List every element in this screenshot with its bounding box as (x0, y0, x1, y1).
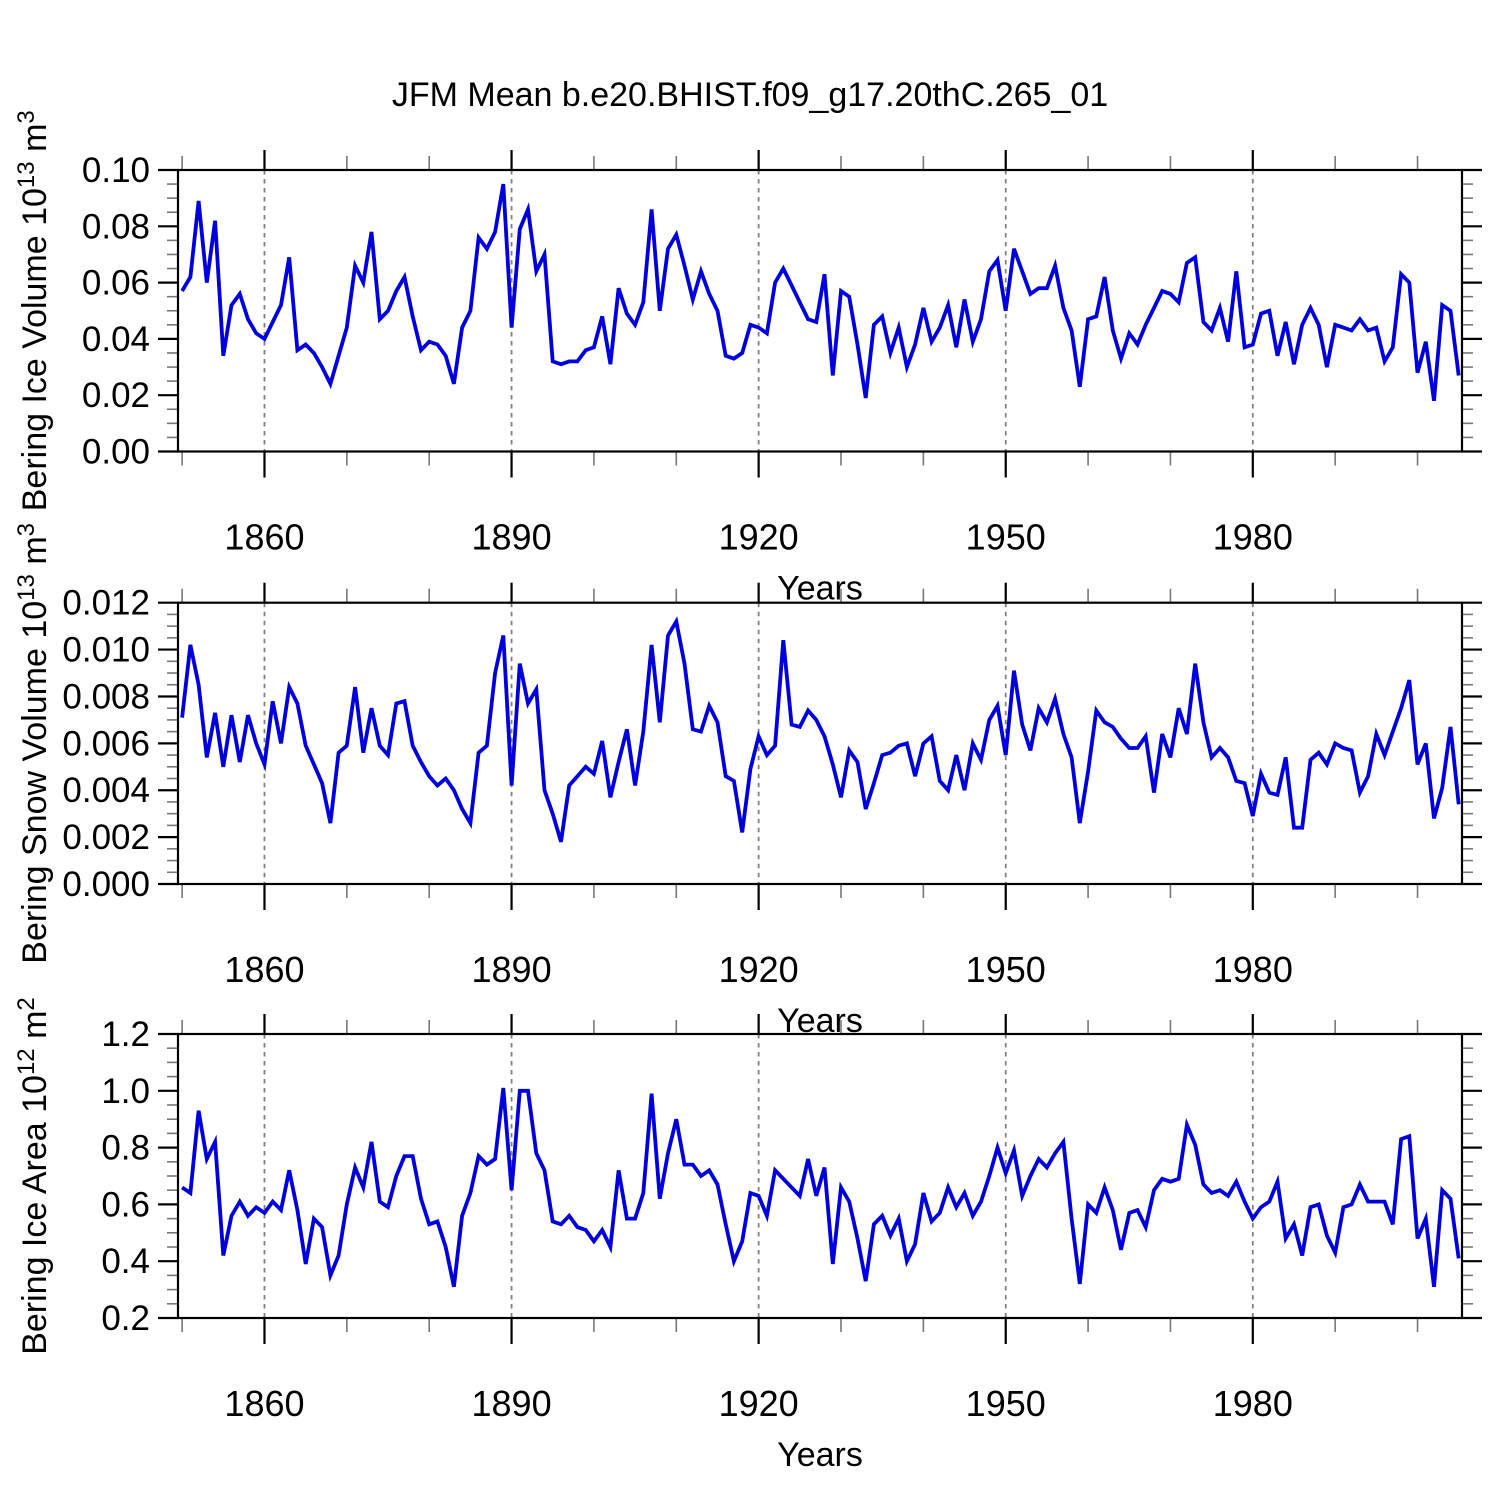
y-tick-label: 1.2 (101, 1015, 150, 1054)
x-tick-label: 1890 (472, 517, 552, 558)
y-tick-label: 0.10 (82, 151, 150, 190)
minor-ticks (167, 1020, 1473, 1332)
x-tick-label: 1920 (719, 949, 799, 990)
minor-ticks (167, 156, 1473, 466)
major-ticks (158, 150, 1482, 478)
x-tick-label: 1980 (1213, 1383, 1293, 1424)
major-ticks (158, 1014, 1482, 1344)
y-axis-title: Bering Snow Volume 1013 m3 (13, 523, 54, 964)
y-tick-label: 0.4 (101, 1242, 150, 1281)
y-tick-label: 0.002 (62, 818, 150, 857)
decade-gridlines (263, 602, 1254, 884)
y-tick-label: 0.06 (82, 264, 150, 303)
x-tick-label: 1860 (224, 517, 304, 558)
axes-frame (176, 1032, 1464, 1320)
y-tick-label: 0.2 (101, 1299, 150, 1338)
y-tick-label: 1.0 (101, 1072, 150, 1111)
y-tick-labels: 0.2 0.4 0.6 0.8 1.0 1.2 (101, 1015, 150, 1338)
chart-title: JFM Mean b.e20.BHIST.f09_g17.20thC.265_0… (391, 76, 1109, 114)
panel-bering-ice-volume: 0.00 0.02 0.04 0.06 0.08 0.10 1860 1890 1920 1950… (13, 110, 1482, 608)
y-tick-label: 0.006 (62, 724, 150, 763)
y-tick-label: 0.004 (62, 771, 150, 810)
y-tick-label: 0.04 (82, 320, 150, 359)
x-tick-label: 1950 (966, 517, 1046, 558)
y-tick-label: 0.010 (62, 631, 150, 670)
y-tick-label: 0.00 (82, 433, 150, 472)
y-axis-title: Bering Ice Area 1012 m2 (13, 997, 54, 1355)
x-tick-labels: 1860 1890 1920 1950 1980 (224, 517, 1292, 558)
y-tick-label: 0.8 (101, 1129, 150, 1168)
decade-gridlines (263, 1034, 1254, 1318)
major-ticks (158, 582, 1482, 910)
y-tick-label: 0.008 (62, 677, 150, 716)
y-tick-label: 0.6 (101, 1185, 150, 1224)
axes-frame (176, 601, 1464, 886)
y-tick-label: 0.02 (82, 376, 150, 415)
data-line (180, 616, 1461, 843)
y-tick-label: 0.000 (62, 865, 150, 904)
y-tick-label: 0.08 (82, 207, 150, 246)
x-axis-title: Years (777, 570, 863, 608)
x-tick-label: 1920 (719, 517, 799, 558)
decade-gridlines (263, 170, 1254, 452)
x-tick-labels: 1860 1890 1920 1950 1980 (224, 1383, 1292, 1424)
panel-bering-ice-area: 0.2 0.4 0.6 0.8 1.0 1.2 1860 1890 1920 1950 1980 Ye… (13, 997, 1482, 1474)
x-tick-label: 1890 (472, 1383, 552, 1424)
data-line (181, 1087, 1461, 1288)
data-line (180, 183, 1461, 402)
x-tick-label: 1860 (224, 949, 304, 990)
x-tick-label: 1860 (224, 1383, 304, 1424)
y-tick-label: 0.012 (62, 584, 150, 623)
x-tick-label: 1980 (1213, 517, 1293, 558)
x-tick-label: 1950 (966, 1383, 1046, 1424)
x-axis-title: Years (777, 1436, 863, 1474)
x-tick-label: 1950 (966, 949, 1046, 990)
y-axis-title: Bering Ice Volume 1013 m3 (13, 110, 54, 511)
x-tick-label: 1980 (1213, 949, 1293, 990)
x-tick-label: 1920 (719, 1383, 799, 1424)
minor-ticks (167, 588, 1473, 898)
x-tick-label: 1890 (472, 949, 552, 990)
y-tick-labels: 0.00 0.02 0.04 0.06 0.08 0.10 (82, 151, 150, 472)
axes-frame (176, 168, 1464, 453)
x-tick-labels: 1860 1890 1920 1950 1980 (224, 949, 1292, 990)
y-tick-labels: 0.000 0.002 0.004 0.006 0.008 0.010 0.012 (62, 584, 150, 904)
